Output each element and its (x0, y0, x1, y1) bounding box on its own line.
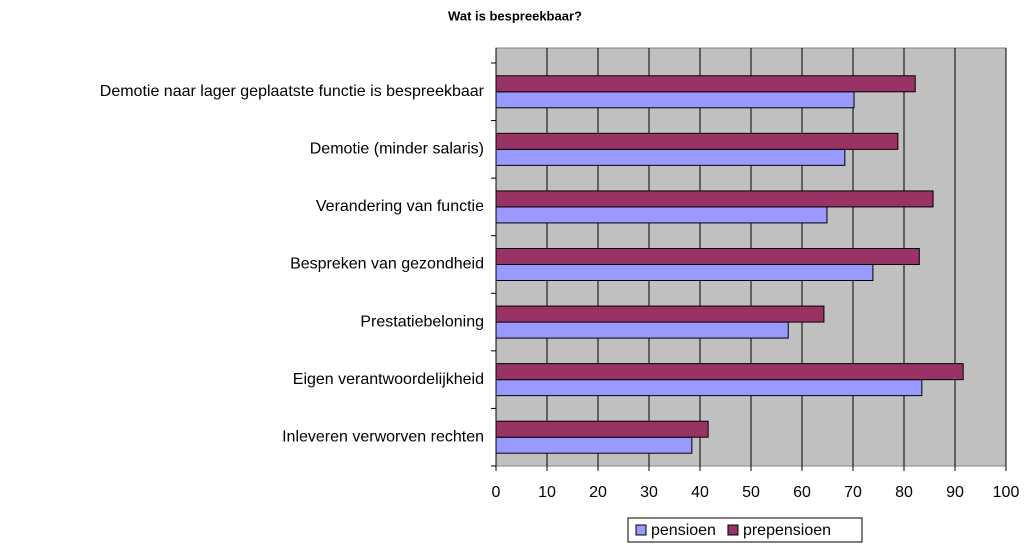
y-tick-label: Demotie (minder salaris) (310, 141, 484, 158)
bar (495, 190, 934, 208)
y-tick-label: Verandering van functie (316, 198, 484, 215)
bar (495, 379, 923, 397)
bar (495, 75, 916, 93)
y-tick-label: Inleveren verworven rechten (282, 428, 484, 445)
x-tick-label: 10 (538, 484, 556, 501)
x-tick-label: 80 (895, 484, 913, 501)
y-tick-label: Prestatiebeloning (360, 313, 484, 330)
bar (495, 206, 828, 224)
x-tick-label: 90 (946, 484, 964, 501)
x-tick-label: 50 (742, 484, 760, 501)
bar (495, 91, 855, 109)
bar (495, 148, 846, 166)
x-tick-label: 20 (589, 484, 607, 501)
y-tick-label: Bespreken van gezondheid (290, 256, 484, 273)
legend-label: prepensioen (743, 522, 831, 539)
legend-swatch (727, 524, 739, 536)
x-tick-label: 100 (993, 484, 1020, 501)
x-tick-label: 30 (640, 484, 658, 501)
x-tick-label: 60 (793, 484, 811, 501)
x-tick-label: 0 (492, 484, 501, 501)
legend-swatch (635, 524, 647, 536)
bar (495, 248, 920, 265)
legend-box (627, 517, 863, 543)
bar (495, 321, 789, 339)
bar (495, 420, 709, 438)
bar (495, 363, 964, 381)
bar (495, 305, 825, 323)
chart-title: Wat is bespreekbaar? (448, 8, 582, 23)
x-tick-label: 70 (844, 484, 862, 501)
x-tick-label: 40 (691, 484, 709, 501)
y-tick-label: Demotie naar lager geplaatste functie is… (100, 83, 485, 100)
bar (495, 264, 874, 281)
bar (495, 132, 899, 150)
bar (495, 436, 693, 454)
y-tick-label: Eigen verantwoordelijkheid (293, 371, 484, 388)
legend-label: pensioen (651, 522, 716, 539)
